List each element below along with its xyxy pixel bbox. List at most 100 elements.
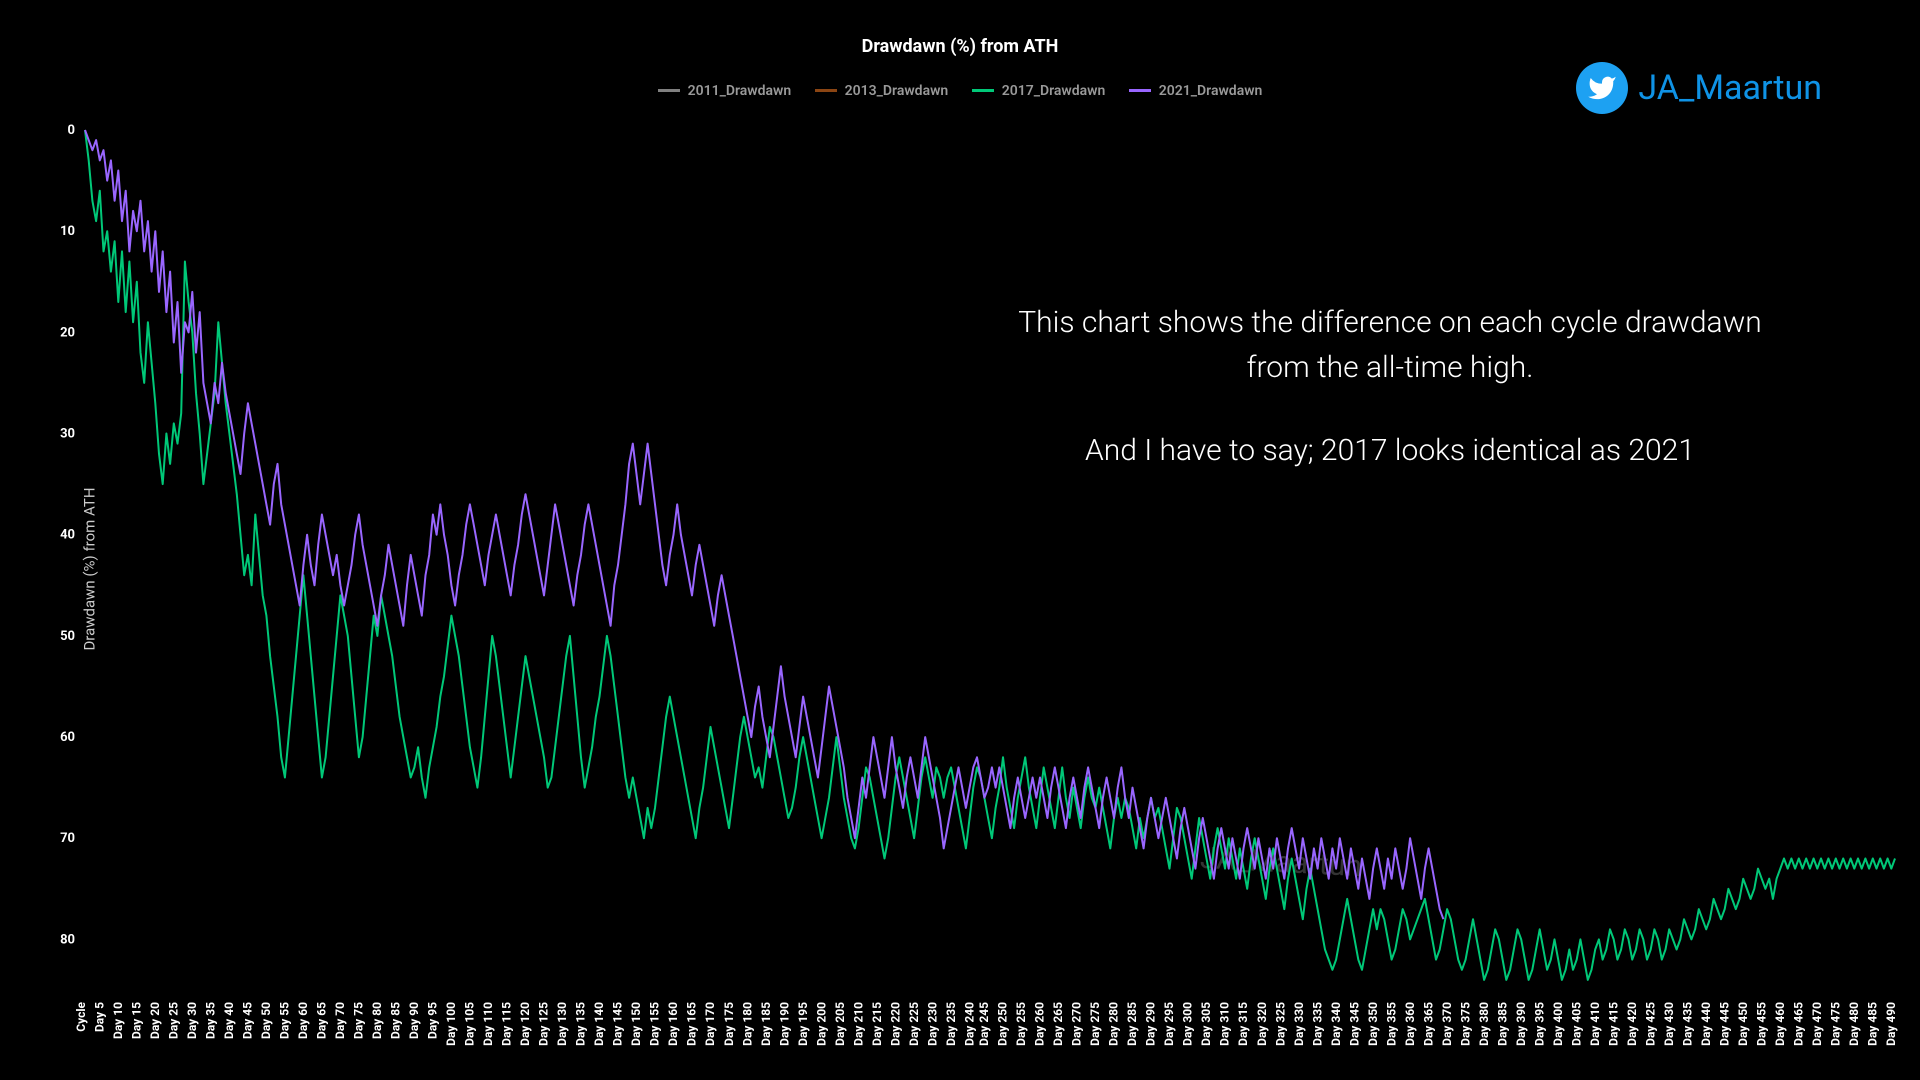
svg-text:Day 165: Day 165: [685, 1002, 699, 1046]
svg-text:Day 15: Day 15: [130, 1002, 144, 1039]
svg-text:Day 115: Day 115: [500, 1002, 514, 1046]
svg-text:Day 155: Day 155: [648, 1002, 662, 1046]
svg-text:Day 45: Day 45: [241, 1002, 255, 1039]
svg-text:Day 120: Day 120: [518, 1002, 532, 1046]
svg-text:Day 400: Day 400: [1551, 1002, 1565, 1046]
svg-text:Day 190: Day 190: [777, 1002, 791, 1046]
svg-text:Day 160: Day 160: [666, 1002, 680, 1046]
svg-text:Day 70: Day 70: [333, 1002, 347, 1039]
svg-text:Day 420: Day 420: [1625, 1002, 1639, 1046]
svg-text:Day 85: Day 85: [389, 1002, 403, 1039]
svg-text:Day 215: Day 215: [870, 1002, 884, 1046]
svg-text:Day 485: Day 485: [1865, 1002, 1879, 1046]
svg-text:Day 210: Day 210: [851, 1002, 865, 1046]
svg-text:Day 350: Day 350: [1366, 1002, 1380, 1046]
svg-text:Day 295: Day 295: [1162, 1002, 1176, 1046]
svg-text:Day 255: Day 255: [1014, 1002, 1028, 1046]
svg-text:Day 300: Day 300: [1181, 1002, 1195, 1046]
svg-text:Day 265: Day 265: [1051, 1002, 1065, 1046]
svg-text:Day 35: Day 35: [204, 1002, 218, 1039]
svg-text:50: 50: [60, 629, 75, 644]
svg-text:Day 475: Day 475: [1828, 1002, 1842, 1046]
chart-canvas: 01020304050607080 CycleDay 5Day 10Day 15…: [0, 0, 1920, 1080]
svg-text:Day 170: Day 170: [703, 1002, 717, 1046]
svg-text:Day 175: Day 175: [722, 1002, 736, 1046]
svg-text:Day 315: Day 315: [1236, 1002, 1250, 1046]
svg-text:Day 425: Day 425: [1643, 1002, 1657, 1046]
svg-text:Day 130: Day 130: [555, 1002, 569, 1046]
svg-text:Day 200: Day 200: [814, 1002, 828, 1046]
svg-text:Day 270: Day 270: [1070, 1002, 1084, 1046]
svg-text:Day 90: Day 90: [407, 1002, 421, 1039]
svg-text:Day 140: Day 140: [592, 1002, 606, 1046]
svg-text:30: 30: [60, 427, 75, 442]
svg-text:20: 20: [60, 325, 75, 340]
svg-text:Day 305: Day 305: [1199, 1002, 1213, 1046]
svg-text:Day 435: Day 435: [1680, 1002, 1694, 1046]
svg-text:Day 275: Day 275: [1088, 1002, 1102, 1046]
svg-text:Day 25: Day 25: [167, 1002, 181, 1039]
svg-text:Day 135: Day 135: [574, 1002, 588, 1046]
svg-text:0: 0: [68, 123, 75, 138]
svg-text:Day 460: Day 460: [1773, 1002, 1787, 1046]
svg-text:Day 220: Day 220: [888, 1002, 902, 1046]
svg-text:Day 5: Day 5: [93, 1002, 107, 1032]
svg-text:Day 235: Day 235: [944, 1002, 958, 1046]
svg-text:Day 230: Day 230: [925, 1002, 939, 1046]
svg-text:Day 370: Day 370: [1440, 1002, 1454, 1046]
svg-text:Day 320: Day 320: [1255, 1002, 1269, 1046]
svg-text:Day 185: Day 185: [759, 1002, 773, 1046]
svg-text:Day 365: Day 365: [1421, 1002, 1435, 1046]
svg-text:Day 195: Day 195: [796, 1002, 810, 1046]
svg-text:Day 150: Day 150: [629, 1002, 643, 1046]
svg-text:Day 95: Day 95: [426, 1002, 440, 1039]
svg-text:10: 10: [60, 224, 75, 239]
svg-text:Day 385: Day 385: [1495, 1002, 1509, 1046]
svg-text:Day 325: Day 325: [1273, 1002, 1287, 1046]
svg-text:Day 445: Day 445: [1717, 1002, 1731, 1046]
svg-text:Day 245: Day 245: [977, 1002, 991, 1046]
svg-text:Day 10: Day 10: [111, 1002, 125, 1039]
svg-text:Day 80: Day 80: [370, 1002, 384, 1039]
svg-text:Day 330: Day 330: [1292, 1002, 1306, 1046]
svg-text:Day 380: Day 380: [1477, 1002, 1491, 1046]
svg-text:Day 470: Day 470: [1810, 1002, 1824, 1046]
svg-text:Day 450: Day 450: [1736, 1002, 1750, 1046]
svg-text:Day 240: Day 240: [962, 1002, 976, 1046]
svg-text:Day 395: Day 395: [1532, 1002, 1546, 1046]
svg-text:Day 125: Day 125: [537, 1002, 551, 1046]
svg-text:Day 375: Day 375: [1458, 1002, 1472, 1046]
svg-text:Day 145: Day 145: [611, 1002, 625, 1046]
svg-text:Day 225: Day 225: [907, 1002, 921, 1046]
svg-text:Day 75: Day 75: [352, 1002, 366, 1039]
svg-text:Day 345: Day 345: [1347, 1002, 1361, 1046]
svg-text:Day 415: Day 415: [1606, 1002, 1620, 1046]
svg-text:Day 55: Day 55: [278, 1002, 292, 1039]
svg-text:Day 285: Day 285: [1125, 1002, 1139, 1046]
svg-text:Day 440: Day 440: [1699, 1002, 1713, 1046]
svg-text:Day 60: Day 60: [296, 1002, 310, 1039]
svg-text:Day 310: Day 310: [1218, 1002, 1232, 1046]
svg-text:Day 465: Day 465: [1791, 1002, 1805, 1046]
svg-text:Day 490: Day 490: [1884, 1002, 1898, 1046]
svg-text:Day 110: Day 110: [481, 1002, 495, 1046]
svg-text:Day 260: Day 260: [1033, 1002, 1047, 1046]
svg-text:Day 480: Day 480: [1847, 1002, 1861, 1046]
svg-text:Day 20: Day 20: [148, 1002, 162, 1039]
svg-text:Day 280: Day 280: [1107, 1002, 1121, 1046]
series-2017: [85, 130, 1895, 980]
svg-text:Day 30: Day 30: [185, 1002, 199, 1039]
svg-text:Day 100: Day 100: [444, 1002, 458, 1046]
svg-text:Day 430: Day 430: [1662, 1002, 1676, 1046]
svg-text:Day 360: Day 360: [1403, 1002, 1417, 1046]
svg-text:Day 335: Day 335: [1310, 1002, 1324, 1046]
svg-text:Day 180: Day 180: [740, 1002, 754, 1046]
svg-text:Day 105: Day 105: [463, 1002, 477, 1046]
svg-text:Day 50: Day 50: [259, 1002, 273, 1039]
series-2021: [85, 130, 1443, 919]
svg-text:Day 65: Day 65: [315, 1002, 329, 1039]
svg-text:Day 340: Day 340: [1329, 1002, 1343, 1046]
svg-text:60: 60: [60, 730, 75, 745]
svg-text:70: 70: [60, 831, 75, 846]
svg-text:80: 80: [60, 932, 75, 947]
